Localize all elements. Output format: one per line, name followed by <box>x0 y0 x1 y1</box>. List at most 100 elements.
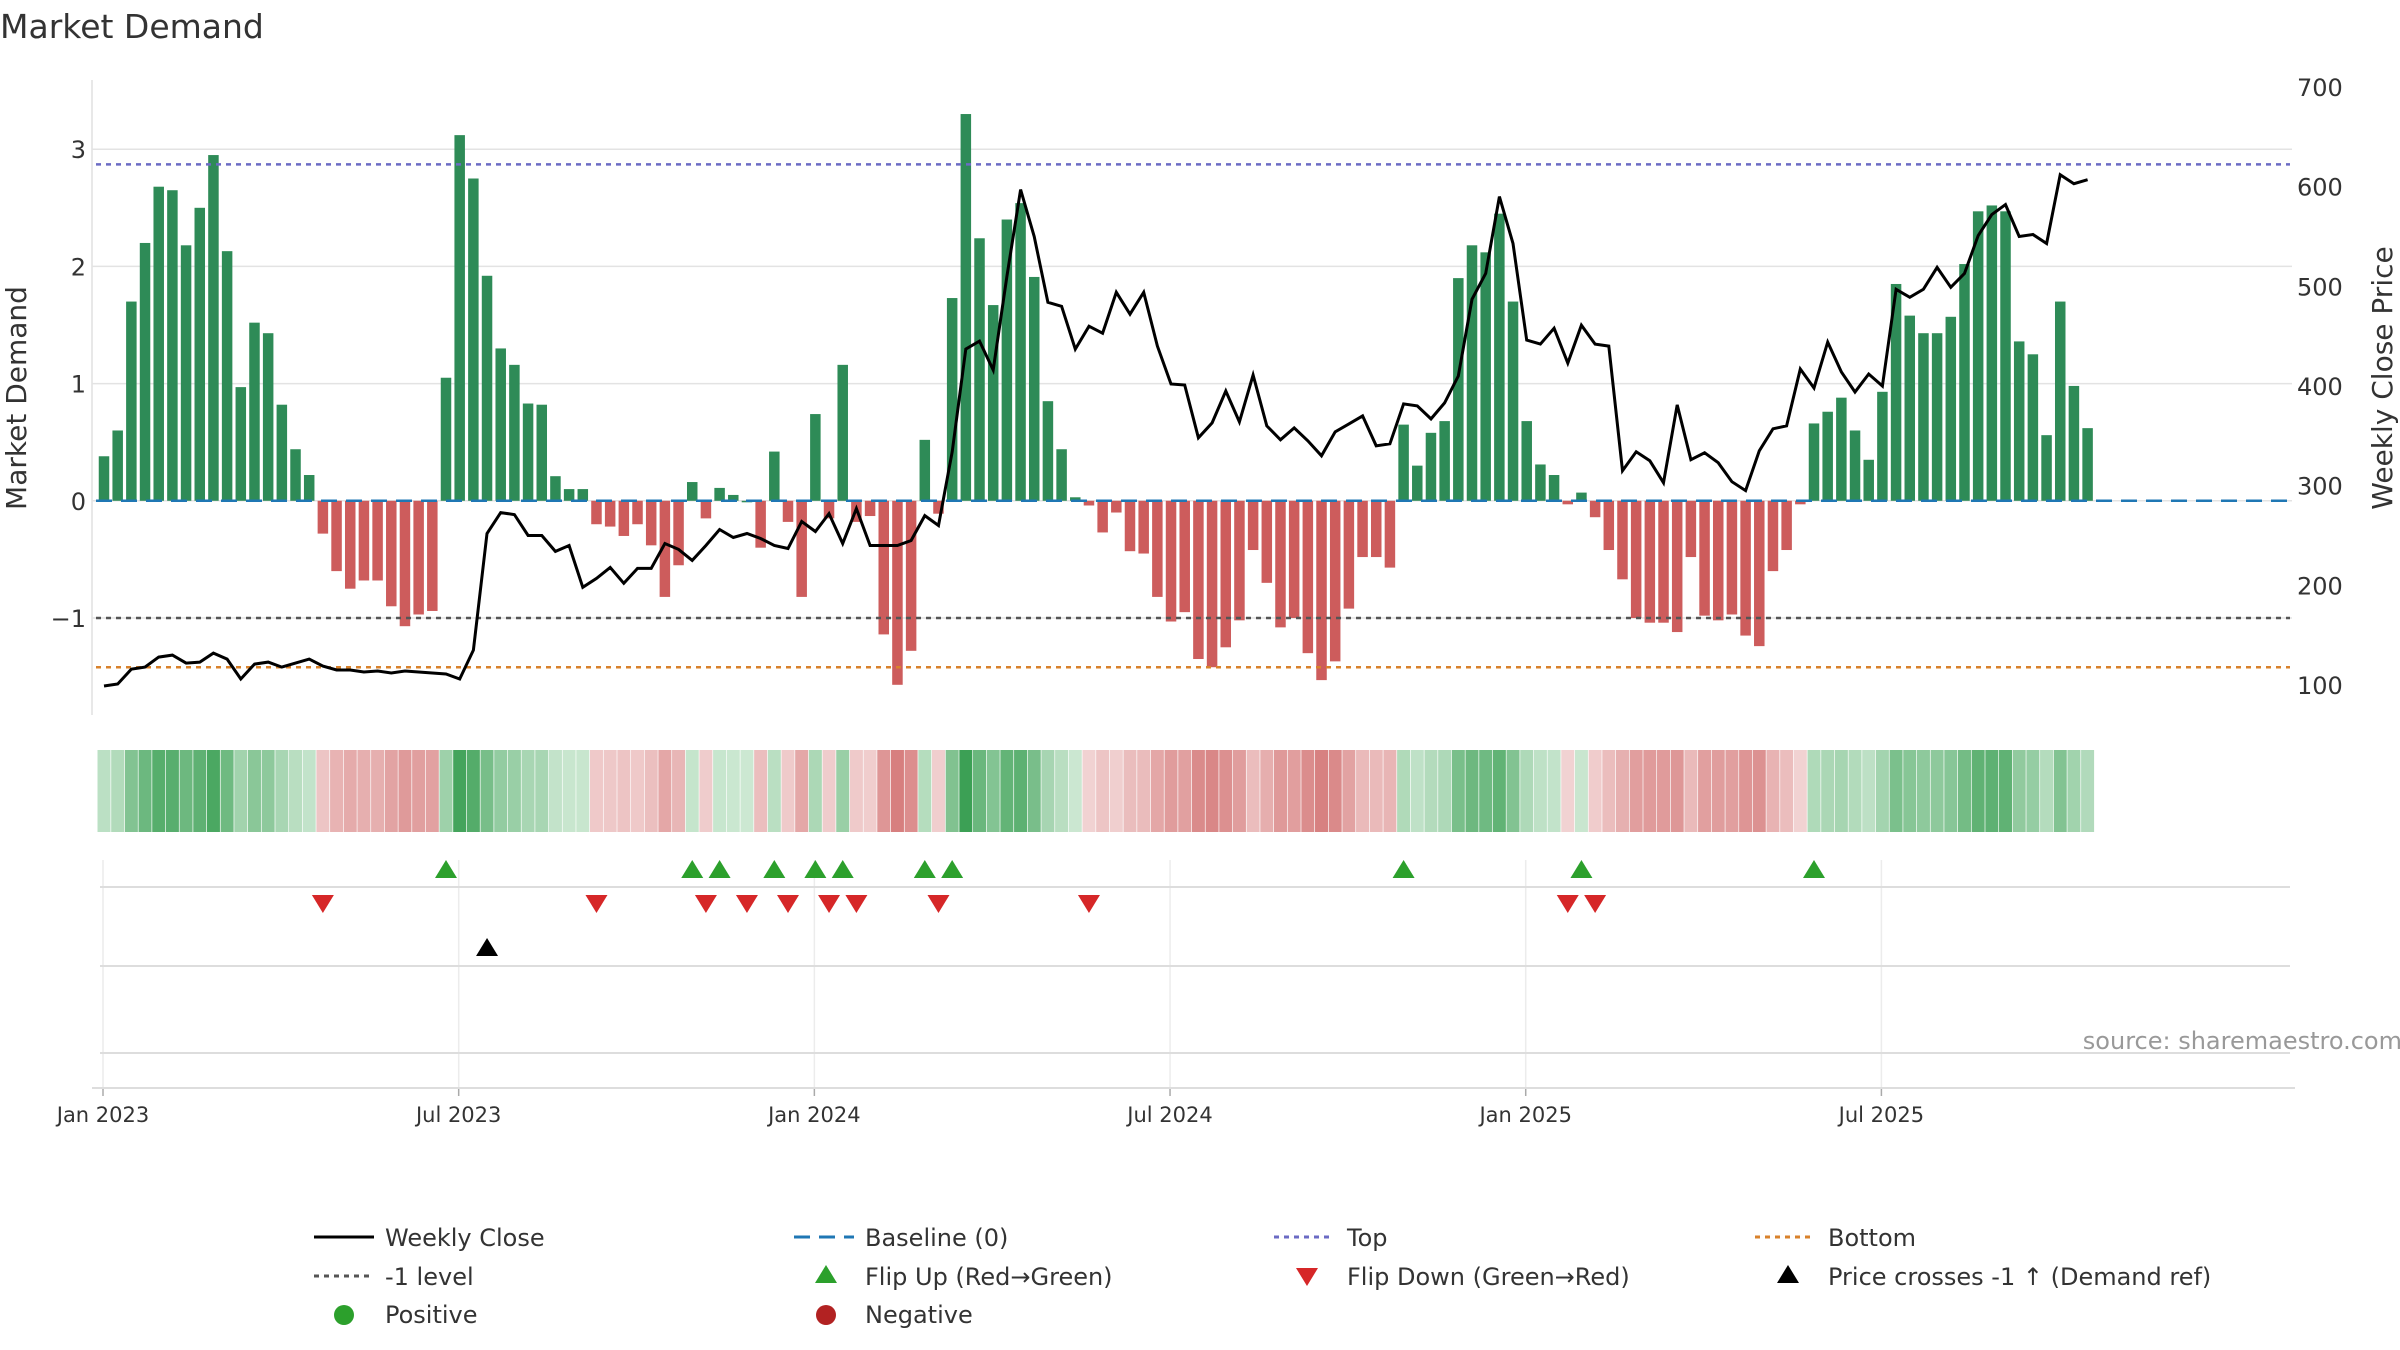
demand-bar <box>126 301 137 501</box>
strip-cell <box>1260 750 1274 832</box>
strip-cell <box>1657 750 1671 832</box>
strip-cell <box>1999 750 2013 832</box>
legend-positive-label: Positive <box>385 1301 478 1329</box>
demand-bar <box>372 500 383 581</box>
demand-bar <box>235 387 247 501</box>
x-tick-label: Jul 2024 <box>1125 1103 1212 1127</box>
demand-bar <box>536 404 548 501</box>
demand-bar <box>1220 500 1232 648</box>
price-cross-markers <box>476 938 499 956</box>
legend-flip-down-swatch <box>1296 1268 1318 1286</box>
strip-cell <box>617 750 631 832</box>
demand-bar <box>331 500 342 572</box>
demand-bar <box>2000 211 2011 501</box>
strip-cell <box>1793 750 1807 832</box>
demand-bar <box>1726 500 1738 615</box>
demand-bar <box>1945 316 1957 501</box>
strip-cell <box>507 750 521 832</box>
strip-cell <box>535 750 549 832</box>
demand-bar <box>550 476 561 501</box>
strip-cell <box>247 750 261 832</box>
demand-bar <box>2068 385 2080 501</box>
demand-bar <box>303 475 315 501</box>
legend-item-price-cross: Price crosses -1 ↑ (Demand ref) <box>1777 1263 2211 1291</box>
legend-item-negative: Negative <box>816 1301 973 1329</box>
demand-bar <box>604 500 616 527</box>
strip-cell <box>179 750 193 832</box>
demand-bar <box>577 489 589 501</box>
demand-bar <box>1206 500 1218 668</box>
demand-bar <box>1754 500 1765 647</box>
strip-cell <box>1287 750 1301 832</box>
strip-cell <box>1342 750 1356 832</box>
strip-cell <box>1041 750 1055 832</box>
demand-bar <box>249 322 260 501</box>
flip-down-marker <box>1584 895 1607 913</box>
demand-bar <box>1070 497 1081 501</box>
demand-bar <box>659 500 671 597</box>
strip-cell <box>1752 750 1766 832</box>
demand-bar <box>1535 464 1546 501</box>
demand-bar <box>1699 500 1710 616</box>
strip-cell <box>959 750 973 832</box>
strip-cell <box>1739 750 1753 832</box>
right-tick-label: 500 <box>2297 273 2343 301</box>
demand-bar <box>1316 500 1327 681</box>
demand-bar <box>399 500 411 627</box>
price-cross-marker <box>476 938 499 956</box>
demand-bar <box>1959 264 1970 501</box>
strip-cell <box>412 750 426 832</box>
strip-cell <box>289 750 303 832</box>
strip-cell <box>603 750 617 832</box>
strip-cell <box>1219 750 1233 832</box>
strip-cell <box>165 750 179 832</box>
demand-bar <box>2082 428 2093 501</box>
strip-cell <box>740 750 754 832</box>
demand-bar <box>1877 391 1888 501</box>
demand-bar <box>262 333 274 501</box>
strip-cell <box>1465 750 1479 832</box>
legend-item-bottom: Bottom <box>1755 1224 1916 1252</box>
strip-cell <box>1164 750 1178 832</box>
demand-bar <box>1083 500 1095 506</box>
demand-bar <box>1972 211 1984 501</box>
flip-down-marker <box>735 895 758 913</box>
flip-up-marker <box>941 860 964 878</box>
legend-weekly-close-label: Weekly Close <box>385 1224 545 1252</box>
demand-bar <box>960 114 972 501</box>
strip-cell <box>1862 750 1876 832</box>
x-tick-label: Jan 2025 <box>1477 1103 1572 1127</box>
demand-bar <box>427 500 438 611</box>
demand-bar <box>495 348 506 501</box>
legend-flip-down-label: Flip Down (Green→Red) <box>1347 1263 1630 1291</box>
strip-cell <box>918 750 932 832</box>
strip-cell <box>589 750 603 832</box>
strip-cell <box>97 750 111 832</box>
flip-up-marker <box>708 860 731 878</box>
strip-cell <box>726 750 740 832</box>
legend-negative-swatch <box>816 1305 836 1325</box>
demand-bar <box>1849 430 1861 501</box>
strip-cell <box>1588 750 1602 832</box>
left-tick-label: −1 <box>51 605 86 633</box>
strip-cell <box>1533 750 1547 832</box>
legend-item-top: Top <box>1274 1224 1388 1252</box>
strip-cell <box>398 750 412 832</box>
strip-cell <box>562 750 576 832</box>
demand-bar <box>1329 500 1341 662</box>
flip-up-marker <box>1570 860 1593 878</box>
demand-bar <box>1247 500 1259 551</box>
demand-bar <box>714 487 725 501</box>
demand-bar <box>1425 432 1437 501</box>
demand-bar <box>1658 500 1669 623</box>
demand-bar <box>987 305 999 501</box>
legend-item-flip-up: Flip Up (Red→Green) <box>815 1263 1113 1291</box>
demand-bar <box>208 155 219 501</box>
legend-top-label: Top <box>1346 1224 1388 1252</box>
demand-bar <box>290 449 301 501</box>
strip-cell <box>1492 750 1506 832</box>
strip-cell <box>767 750 781 832</box>
strip-cell <box>152 750 166 832</box>
demand-bar <box>1152 500 1163 597</box>
strip-cell <box>1684 750 1698 832</box>
